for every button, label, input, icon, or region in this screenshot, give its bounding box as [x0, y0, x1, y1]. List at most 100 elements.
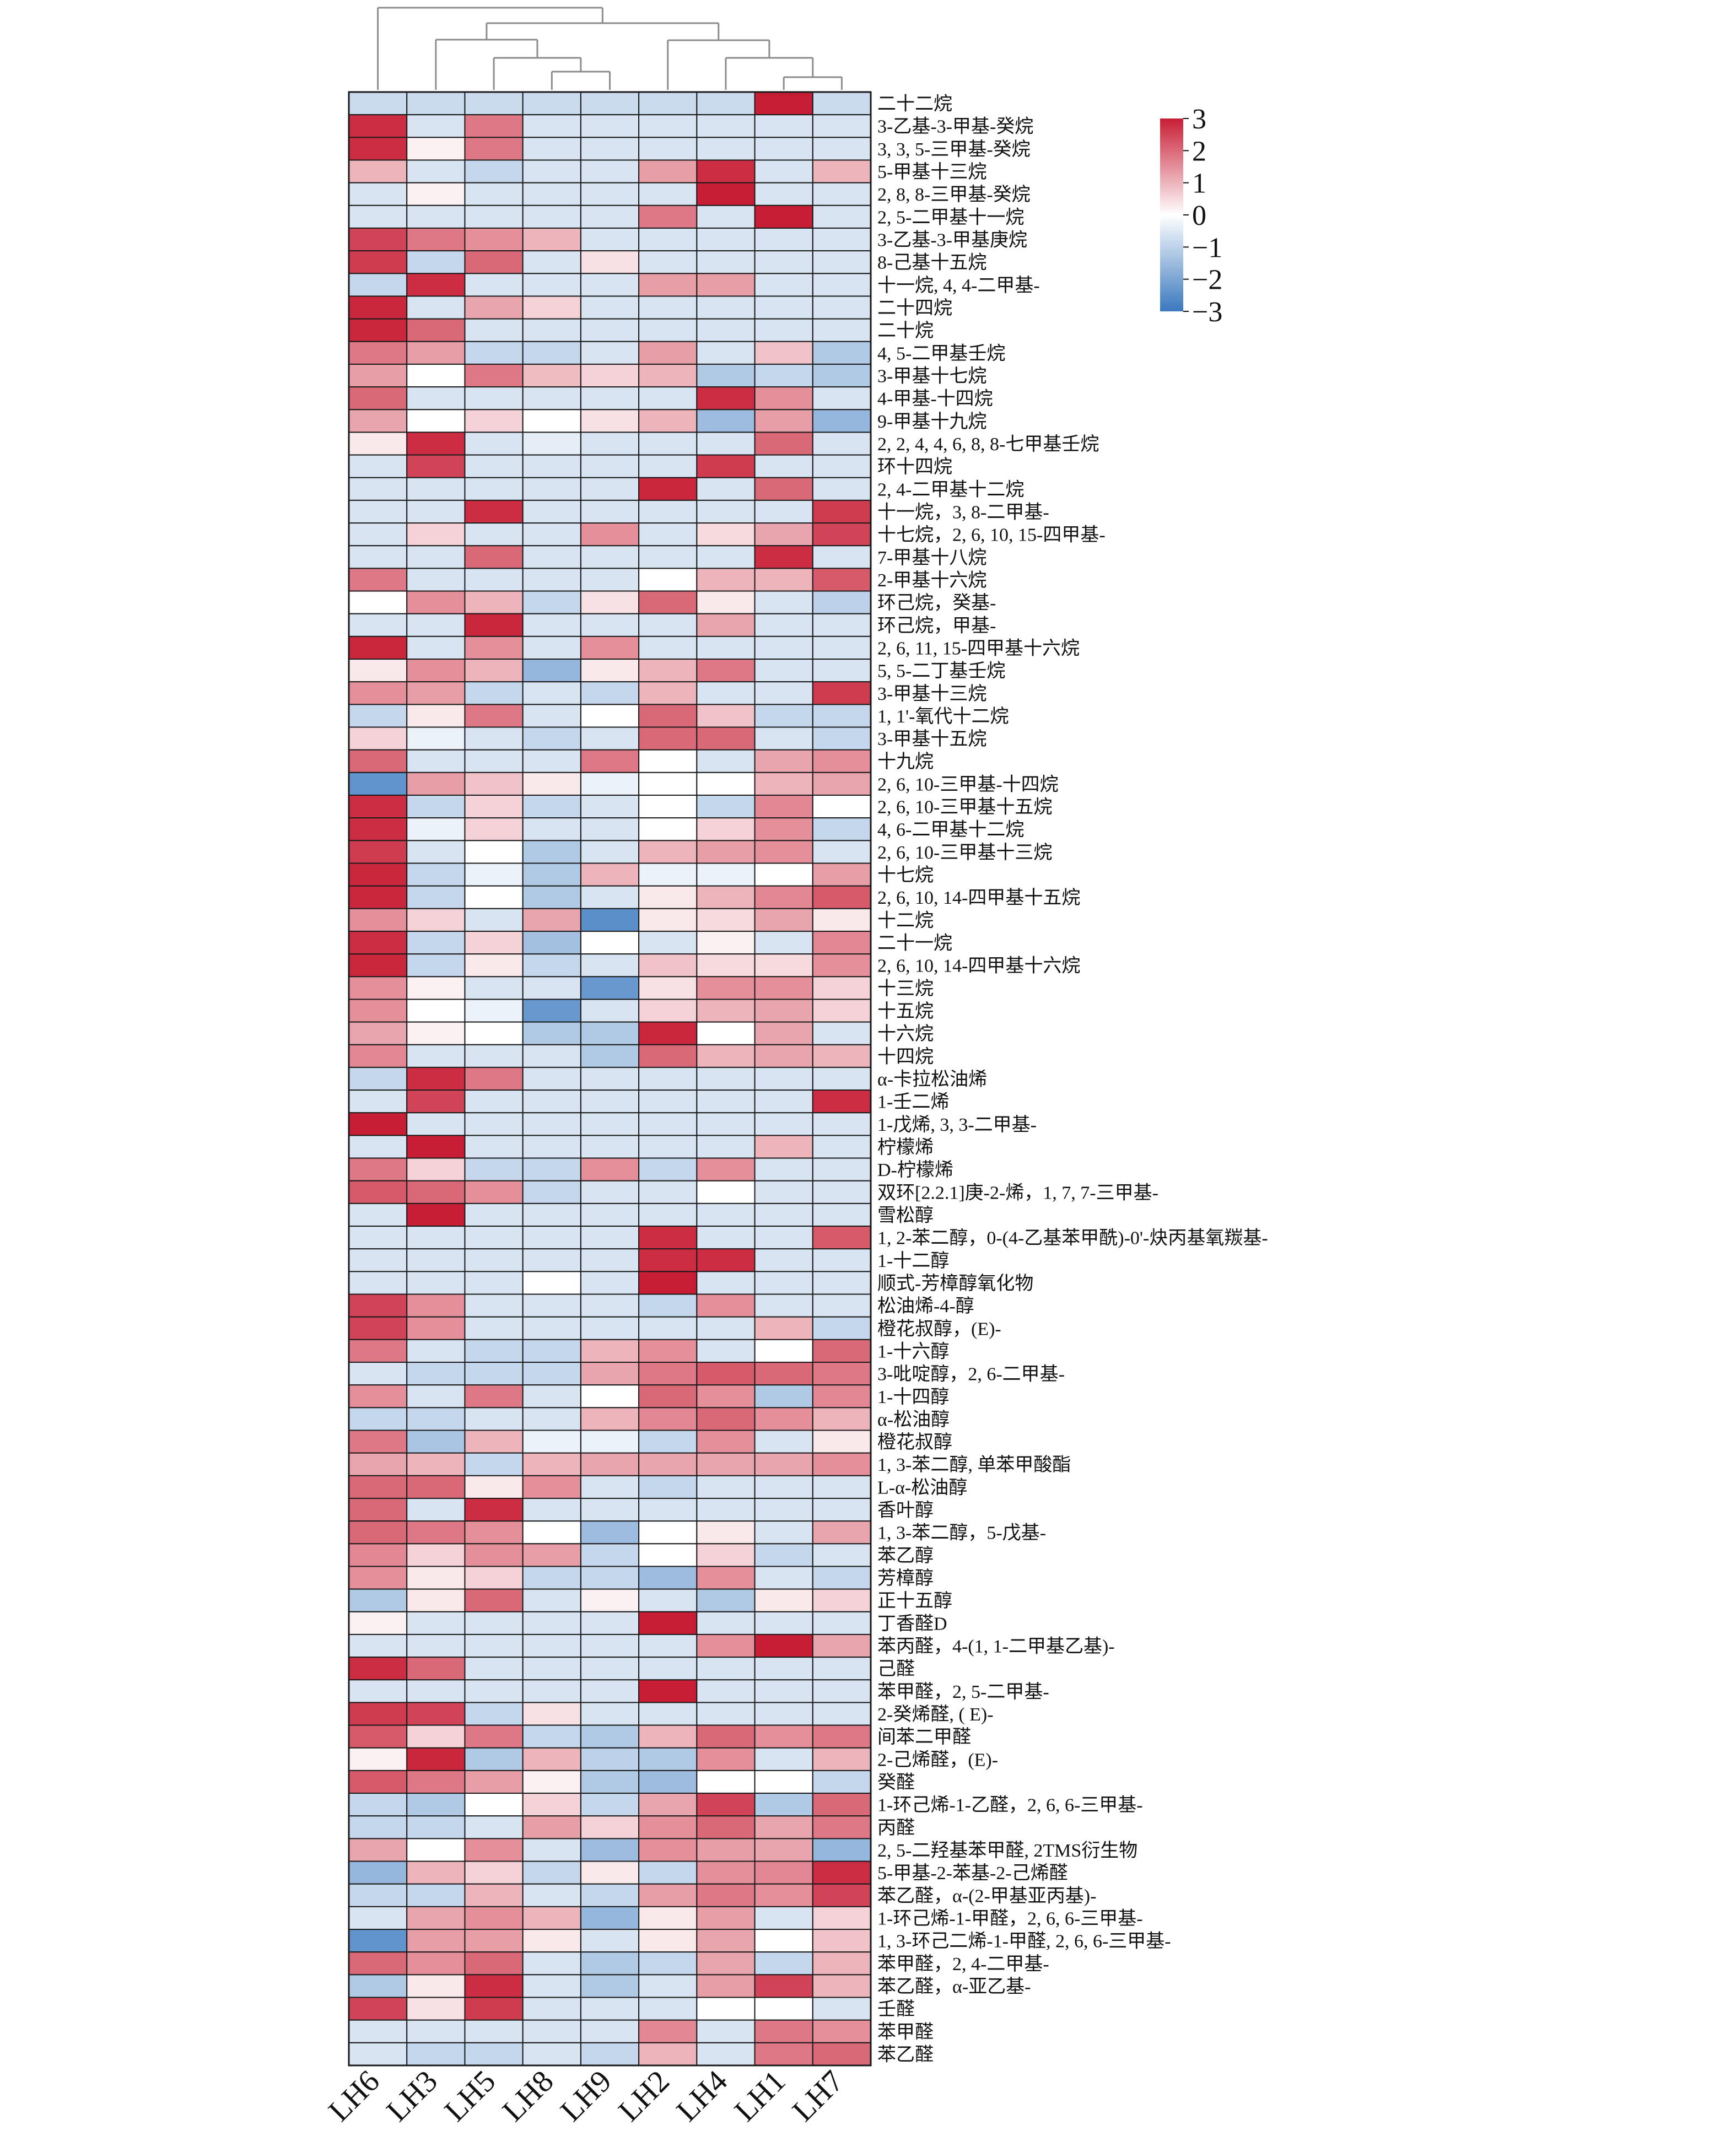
row-label: 十九烷	[877, 751, 934, 772]
heatmap-cell	[812, 1339, 872, 1363]
heatmap-cell	[638, 1384, 698, 1409]
heatmap-cell	[348, 1135, 408, 1159]
heatmap-cell	[696, 635, 756, 660]
heatmap-cell	[696, 1429, 756, 1454]
heatmap-cell	[522, 318, 581, 342]
heatmap-cell	[638, 409, 698, 433]
row-label: 正十五醇	[877, 1590, 952, 1611]
row-label: 十五烷	[877, 1001, 934, 1022]
row-label: 二十一烷	[877, 933, 952, 954]
heatmap-cell	[696, 1339, 756, 1363]
heatmap-cell	[522, 386, 581, 411]
heatmap-cell	[464, 999, 524, 1023]
heatmap-cell	[580, 1157, 640, 1182]
row-label: 1-壬二烯	[877, 1092, 949, 1113]
heatmap-cell	[696, 1633, 756, 1658]
heatmap-cell	[638, 772, 698, 796]
heatmap-cell	[348, 1384, 408, 1409]
heatmap-cell	[464, 885, 524, 909]
heatmap-cell	[754, 1475, 813, 1499]
heatmap-cell	[696, 318, 756, 342]
heatmap-cell	[812, 953, 872, 978]
heatmap-cell	[464, 477, 524, 501]
heatmap-cell	[522, 1135, 581, 1159]
heatmap-cell	[696, 1566, 756, 1590]
heatmap-cell	[754, 318, 813, 342]
heatmap-cell	[406, 590, 466, 614]
heatmap-cell	[696, 1157, 756, 1182]
heatmap-cell	[696, 1044, 756, 1068]
heatmap-cell	[406, 499, 466, 524]
heatmap-cell	[464, 1951, 524, 1976]
heatmap-cell	[348, 1860, 408, 1885]
heatmap-cell	[812, 1679, 872, 1703]
heatmap-cell	[638, 976, 698, 1000]
heatmap-cell	[522, 613, 581, 637]
row-label: 雪松醇	[877, 1205, 934, 1226]
heatmap-cell	[464, 2019, 524, 2043]
row-label: 1-十二醇	[877, 1250, 949, 1271]
heatmap-cell	[754, 726, 813, 751]
heatmap-cell	[348, 1202, 408, 1227]
heatmap-cell	[464, 204, 524, 229]
heatmap-cell	[348, 1112, 408, 1136]
heatmap-cell	[348, 1180, 408, 1204]
heatmap-cell	[406, 772, 466, 796]
heatmap-cell	[696, 1974, 756, 1998]
heatmap-cell	[812, 590, 872, 614]
heatmap-cell	[348, 590, 408, 614]
heatmap-cell	[696, 1226, 756, 1250]
heatmap-cell	[696, 613, 756, 637]
heatmap-cell	[464, 1543, 524, 1567]
heatmap-cell	[638, 1339, 698, 1363]
heatmap-cell	[638, 1271, 698, 1295]
heatmap-cell	[812, 1566, 872, 1590]
heatmap-cell	[754, 1906, 813, 1930]
heatmap-cell	[696, 386, 756, 411]
heatmap-cell	[464, 726, 524, 751]
heatmap-cell	[522, 999, 581, 1023]
heatmap-cell	[696, 1724, 756, 1749]
heatmap-cell	[522, 1316, 581, 1340]
heatmap-cell	[754, 182, 813, 206]
heatmap-cell	[696, 704, 756, 728]
heatmap-cell	[696, 1475, 756, 1499]
heatmap-cell	[348, 1497, 408, 1522]
heatmap-cell	[580, 1384, 640, 1409]
heatmap-cell	[812, 976, 872, 1000]
heatmap-cell	[696, 363, 756, 388]
heatmap-cell	[812, 182, 872, 206]
color-scale-tick-label: 0	[1192, 200, 1206, 231]
heatmap-cell	[812, 794, 872, 819]
heatmap-cell	[406, 409, 466, 433]
heatmap-cell	[638, 1815, 698, 1839]
heatmap-cell	[696, 1271, 756, 1295]
heatmap-cell	[464, 431, 524, 456]
heatmap-cell	[580, 613, 640, 637]
heatmap-cell	[406, 318, 466, 342]
heatmap-cell	[812, 1293, 872, 1318]
heatmap-cell	[464, 1248, 524, 1272]
heatmap-cell	[580, 1089, 640, 1114]
heatmap-cell	[406, 273, 466, 297]
heatmap-cell	[812, 908, 872, 932]
heatmap-cell	[406, 999, 466, 1023]
heatmap-cell	[638, 454, 698, 478]
heatmap-cell	[638, 1248, 698, 1272]
row-label: 十三烷	[877, 978, 934, 999]
heatmap-cell	[406, 1838, 466, 1862]
heatmap-cell	[696, 976, 756, 1000]
row-label: 2, 8, 8-三甲基-癸烷	[877, 184, 1031, 205]
heatmap-cell	[638, 1044, 698, 1068]
heatmap-cell	[638, 1566, 698, 1590]
heatmap-cell	[348, 1906, 408, 1930]
heatmap-cell	[638, 499, 698, 524]
heatmap-cell	[754, 1679, 813, 1703]
heatmap-cell	[406, 1021, 466, 1045]
heatmap-cell	[812, 477, 872, 501]
heatmap-cell	[522, 794, 581, 819]
heatmap-cell	[812, 386, 872, 411]
heatmap-cell	[580, 681, 640, 705]
row-label: 苯乙醇	[877, 1545, 934, 1566]
